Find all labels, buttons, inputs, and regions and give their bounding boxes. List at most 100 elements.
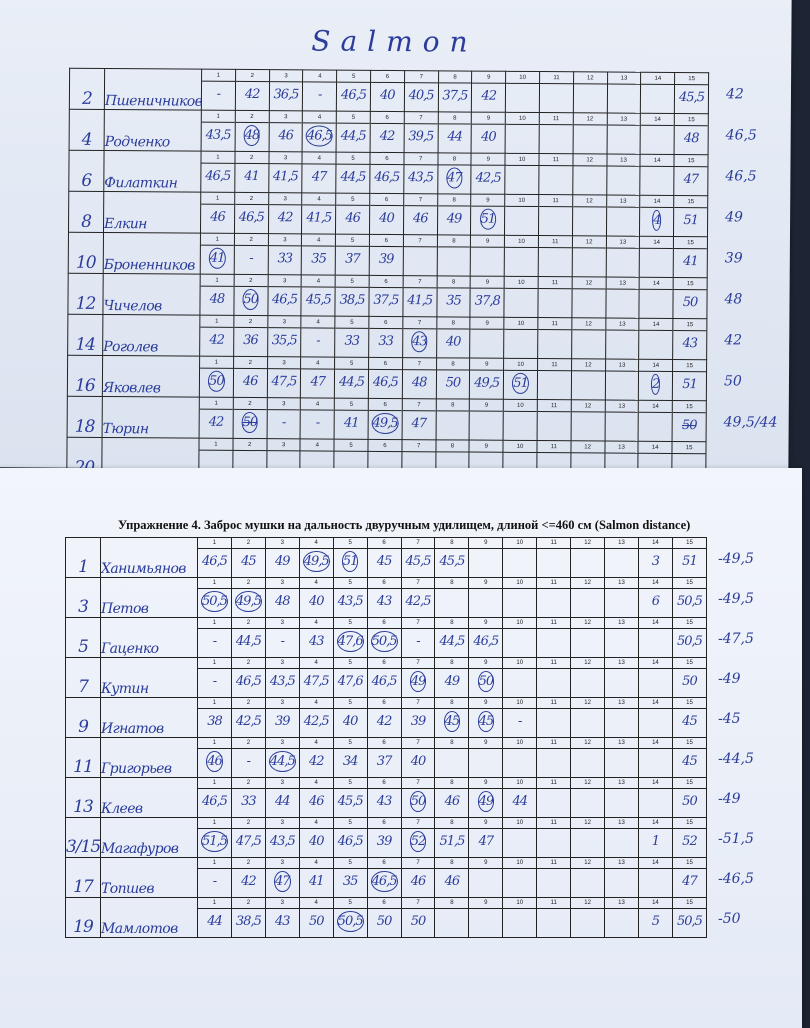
table-row: 13 Клеев 1 46,5 2 33 3 44 4 46 5 45,5 6 43 7 50 8 46 9 49 10… [65,777,708,818]
result-cell: 15 50,5 [671,617,708,658]
attempt-index: 7 [404,73,438,84]
attempt-value: 49,5 [300,549,332,577]
attempt-index: 9 [469,819,502,829]
attempt-value: 42,5 [472,166,505,194]
attempt-cell: 4 49,5 [298,537,334,578]
attempt-index: 7 [403,278,437,289]
attempt-index: 9 [472,73,506,84]
attempt-index: 3 [266,579,299,589]
attempt-value: 50,5 [198,589,230,617]
attempt-index: 13 [605,739,638,749]
attempt-cell: 13 [604,897,639,938]
attempt-value: 46,5 [201,164,234,192]
attempt-value-text: 51 [479,208,497,230]
attempt-value: 45 [673,709,705,737]
attempt-index: 12 [573,74,607,85]
attempt-value [470,869,502,897]
attempt-value: 45,5 [402,549,434,577]
attempt-index: 1 [198,779,231,789]
attempt-value: 50,5 [673,909,705,937]
attempt-value: 47 [673,869,705,897]
attempt-index: 12 [572,279,606,290]
attempt-value: - [267,410,300,438]
attempt-value: 46,5 [198,789,230,817]
attempt-index: 10 [503,442,537,454]
attempt-cell: 11 [536,857,572,898]
attempt-cell: 9 [468,857,504,898]
attempt-value-text: 45 [376,554,393,569]
attempt-value: 49 [266,549,298,577]
attempt-index: 13 [607,115,641,126]
attempt-index: 11 [540,74,573,85]
attempt-index: 3 [269,154,302,165]
attempt-value: 42 [232,869,264,897]
attempt-index: 8 [436,401,470,412]
attempt-value [572,909,604,937]
attempt-index: 3 [269,72,303,83]
attempt-index: 2 [232,619,265,629]
attempt-cell: 9 45 [468,697,504,738]
attempt-cell: 3 43 [264,897,300,938]
attempt-value [572,289,605,317]
attempt-value-text: 35 [342,874,359,889]
attempt-cell: 7 46 [400,857,436,898]
attempt-index: 15 [673,699,706,709]
attempt-index: 7 [402,579,434,589]
attempt-value [606,589,638,617]
attempt-value [572,709,604,737]
attempt-value: 40 [371,83,404,111]
attempt-value-text: 49,5 [371,412,399,435]
attempt-value-text: 4 [652,209,662,231]
attempt-value: 40,5 [405,83,438,111]
attempt-index: 10 [503,779,536,789]
attempt-index: 11 [539,197,573,208]
attempt-index: 5 [336,154,370,165]
attempt-cell: 12 [570,537,606,578]
attempt-value: 44 [438,124,471,152]
attempt-cell: 3 41,5 [268,151,303,193]
attempt-index: 1 [198,819,231,829]
competitor-name: Топшев [100,857,198,898]
attempt-value-text: 43,5 [337,594,364,609]
competitor-number: 3 [65,577,101,618]
attempt-value: 46 [269,123,302,151]
attempt-value: 43 [403,329,436,357]
attempt-index: 15 [674,115,708,127]
attempt-value: 45 [436,709,468,737]
attempt-index: 7 [404,155,438,166]
attempt-value: 45 [673,749,705,777]
attempt-cell: 12 [571,276,606,319]
attempt-index: 3 [268,195,302,206]
attempt-cell: 8 50 [435,357,471,400]
attempt-index: 10 [505,155,539,167]
attempt-value: 48 [675,126,708,154]
attempt-cell: 9 42,5 [471,153,506,195]
attempt-value: 35 [334,869,366,897]
attempt-value [607,85,640,113]
attempt-value-text: 6 [651,594,660,609]
attempt-index: 3 [266,779,299,789]
attempt-index: 8 [435,899,468,909]
attempt-index: 2 [234,235,268,247]
attempt-value: 1 [639,829,671,857]
attempt-value-text: 47,5 [235,834,262,849]
attempt-value: 49 [436,669,468,697]
attempt-index: 1 [200,317,234,328]
attempt-index: 1 [198,619,231,629]
attempt-value [538,669,570,697]
attempt-index: 10 [503,819,536,829]
attempt-index: 14 [639,402,672,413]
competitor-number: 3/15 [65,817,101,858]
attempt-cell: 3 36,5 [268,69,304,111]
table-row: 7 Кутин 1-2 46,5 3 43,5 4 47,5 5 47,6 6 46,5 7 49 8 49 9… [65,657,708,698]
attempt-cell: 14 5 [637,897,673,938]
attempt-index: 8 [438,114,472,125]
table-row: 14 Роголев 1 42 2 36 3 35,5 4-5 33 6 33 7 43 8 40 9 10 11 1… [67,314,707,360]
attempt-value-text: 39 [410,714,427,729]
attempt-value: 46 [404,206,437,234]
attempt-value: 38 [198,709,230,737]
attempt-value-text: 51 [682,377,697,393]
attempt-value-text: 47 [478,834,495,849]
attempt-value-text: 42,5 [405,594,432,609]
attempt-value: 6 [639,589,671,617]
